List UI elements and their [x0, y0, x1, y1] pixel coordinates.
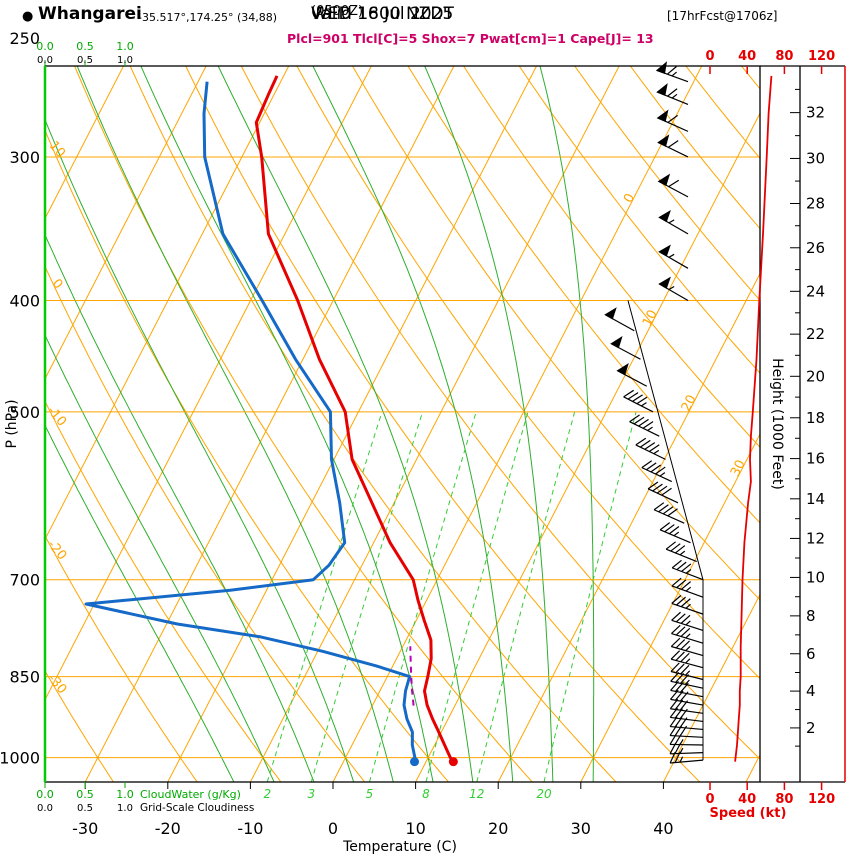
svg-text:0.5: 0.5 [77, 803, 93, 814]
svg-text:80: 80 [775, 49, 793, 64]
wind-staff-guide [627, 300, 704, 761]
pressure-axis-title: P (hPa) [4, 399, 20, 448]
station-name: Whangarei [38, 4, 142, 24]
height-axis-title: Height (1000 Feet) [769, 358, 785, 490]
svg-text:8: 8 [806, 607, 816, 625]
svg-text:12: 12 [469, 787, 484, 801]
svg-text:120: 120 [808, 792, 835, 807]
svg-text:10: 10 [405, 819, 425, 838]
svg-text:-20: -20 [155, 819, 181, 838]
svg-text:400: 400 [9, 291, 40, 310]
wind-barbs [604, 61, 704, 764]
speed-axis-title: Speed (kt) [710, 806, 787, 821]
svg-text:0.0: 0.0 [36, 788, 54, 801]
svg-text:0.5: 0.5 [76, 788, 94, 801]
svg-text:32: 32 [806, 104, 825, 122]
sounding-profiles [84, 75, 458, 767]
svg-text:14: 14 [806, 490, 825, 508]
wind-speed-profile [734, 75, 773, 762]
station-bullet-icon: ● [22, 9, 34, 24]
svg-text:20: 20 [806, 367, 825, 385]
svg-text:250: 250 [9, 29, 40, 48]
plot-frame [43, 65, 846, 783]
isotherm-lines [45, 66, 760, 782]
station-coords: -35.517°,174.25° (34,88) [138, 11, 278, 24]
svg-text:24: 24 [806, 282, 825, 300]
svg-text:-10: -10 [237, 819, 263, 838]
svg-text:10: 10 [46, 139, 68, 161]
cloudiness-axis-label: Grid-Scale Cloudiness [140, 802, 254, 814]
valid-zulu: (0500Z) [311, 4, 364, 19]
svg-text:10: 10 [640, 308, 661, 330]
svg-text:18: 18 [806, 409, 825, 427]
svg-text:1.0: 1.0 [117, 803, 133, 814]
valid-label: Valid 1800 NZDT [311, 4, 454, 24]
cloudwater-axis-label: CloudWater (g/Kg) [140, 788, 241, 801]
dewpoint-curve [84, 81, 417, 762]
svg-text:4: 4 [806, 682, 816, 700]
svg-text:0.0: 0.0 [36, 40, 54, 53]
svg-text:120: 120 [808, 49, 835, 64]
valid-date: WED 16 Jul 2025 [311, 4, 454, 24]
svg-text:2: 2 [263, 787, 271, 801]
dewpoint-surface-dot [410, 757, 420, 767]
forecast-info: [17hrFcst@1706z] [667, 9, 778, 23]
dry-adiabat-lines [45, 66, 760, 782]
svg-text:0.0: 0.0 [37, 803, 53, 814]
svg-text:40: 40 [653, 819, 673, 838]
svg-text:0.5: 0.5 [76, 40, 94, 53]
svg-text:40: 40 [738, 792, 756, 807]
svg-text:30: 30 [728, 458, 749, 480]
svg-text:30: 30 [571, 819, 591, 838]
mixing-ratio-lines [266, 411, 637, 782]
svg-text:300: 300 [9, 148, 40, 167]
temperature-tick-labels: -30 -20 -10 0 10 20 30 40 [72, 782, 674, 838]
svg-text:0: 0 [328, 819, 338, 838]
svg-text:80: 80 [775, 792, 793, 807]
svg-text:1000: 1000 [0, 749, 40, 768]
moist-adiabat-lines [45, 66, 595, 782]
svg-text:40: 40 [738, 49, 756, 64]
svg-text:10: 10 [806, 568, 825, 586]
svg-text:2: 2 [806, 719, 816, 737]
temperature-axis-title: Temperature (C) [342, 839, 457, 855]
svg-text:26: 26 [806, 239, 825, 257]
svg-text:8: 8 [422, 787, 430, 801]
pressure-tick-labels: 250 300 400 500 700 850 1000 [0, 29, 40, 768]
svg-text:0.0: 0.0 [37, 55, 53, 66]
speed-axis-ticks: 0 0 40 40 80 80 120 120 [705, 49, 835, 807]
svg-text:700: 700 [9, 571, 40, 590]
svg-text:1.0: 1.0 [116, 40, 134, 53]
svg-text:28: 28 [806, 194, 825, 212]
svg-text:1.0: 1.0 [116, 788, 134, 801]
svg-text:-30: -30 [72, 819, 98, 838]
svg-text:6: 6 [806, 645, 816, 663]
plot-grid [45, 66, 760, 782]
temperature-curve [254, 75, 455, 763]
svg-text:20: 20 [488, 819, 508, 838]
svg-text:850: 850 [9, 668, 40, 687]
stability-indices: Plcl=901 Tlcl[C]=5 Shox=7 Pwat[cm]=1 Cap… [287, 31, 654, 46]
svg-text:20: 20 [536, 787, 552, 801]
svg-text:1.0: 1.0 [117, 55, 133, 66]
svg-text:16: 16 [806, 450, 825, 468]
svg-text:0.5: 0.5 [77, 55, 93, 66]
svg-text:20: 20 [679, 393, 700, 415]
mixing-ratio-labels: 2 3 5 8 12 20 [263, 787, 551, 801]
temperature-surface-dot [448, 757, 458, 767]
cloud-scale-ticks: 0.0 0.0 0.0 0.0 0.5 0.5 0.5 0.5 1.0 1.0 1.0 1.0 [36, 40, 134, 814]
svg-text:22: 22 [806, 325, 825, 343]
svg-text:0: 0 [705, 792, 714, 807]
svg-text:30: 30 [806, 149, 825, 167]
svg-text:12: 12 [806, 529, 825, 547]
svg-text:500: 500 [9, 403, 40, 422]
parcel-path [409, 646, 415, 706]
svg-text:3: 3 [307, 787, 315, 801]
pressure-level-lines [45, 156, 760, 759]
svg-text:5: 5 [366, 787, 374, 801]
svg-text:0: 0 [705, 49, 714, 64]
